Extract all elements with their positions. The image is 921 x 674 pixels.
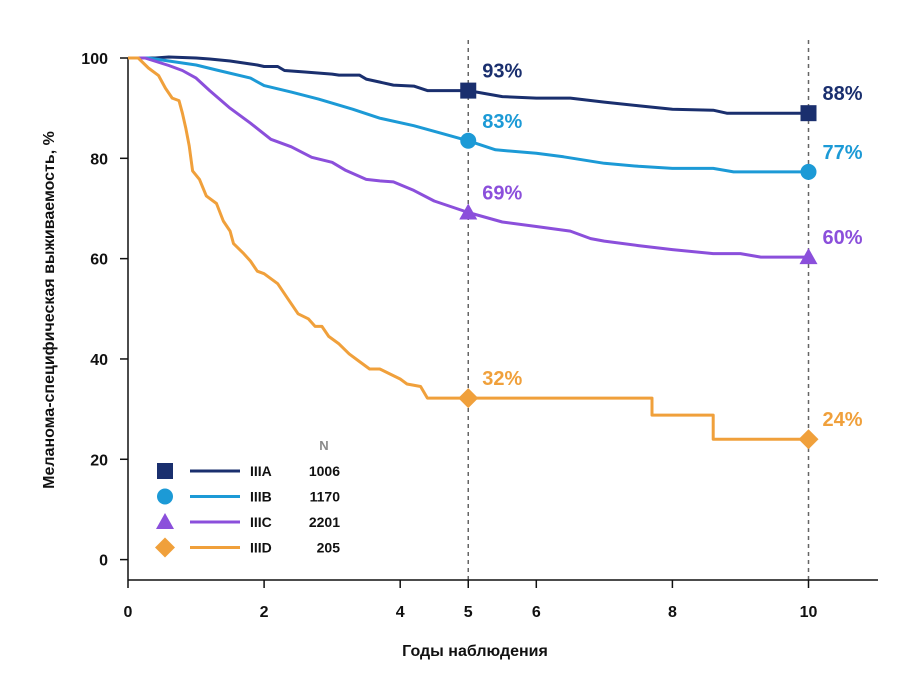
y-tick-label: 100 [81,51,108,68]
x-tick-label: 2 [260,604,269,621]
legend-marker-iiic [156,513,174,529]
marker-iiib-10 [800,163,817,180]
percent-label-iiic-5: 69% [482,182,522,204]
percent-label-iiia-5: 93% [482,61,522,83]
series-line-iiib [128,56,809,174]
x-tick-label: 0 [124,604,133,621]
legend-n-iiic: 2201 [309,514,340,530]
y-tick-label: 20 [90,452,108,469]
percent-label-iiia-10: 88% [823,83,863,105]
percent-label-iiib-5: 83% [482,111,522,133]
marker-iiid-10 [798,429,819,450]
marker-iiia-5 [460,82,477,99]
legend-n-iiid: 205 [317,540,341,556]
legend-n-iiia: 1006 [309,463,340,479]
legend-label-iiia: IIIA [250,463,272,479]
y-axis-title: Меланома-специфическая выживаемость, % [41,131,58,489]
marker-iiid-5 [458,388,479,409]
x-tick-label: 4 [396,604,405,621]
marker-iiib-5 [460,132,477,149]
legend-label-iiib: IIIB [250,489,272,505]
marker-iiic-10 [799,248,818,265]
series-line-iiia [128,55,809,115]
legend-label-iiid: IIID [250,540,272,556]
legend-marker-iiid [155,537,175,558]
legend: N IIIA 1006 IIIB 1170 IIIC 2201 IIID 205 [155,438,340,558]
legend-n-iiib: 1170 [310,489,341,505]
marker-iiic-5 [459,203,478,220]
x-axis-title: Годы наблюдения [402,643,548,660]
legend-marker-iiib [157,488,173,505]
y-tick-label: 80 [90,151,108,168]
marker-iiia-10 [800,105,817,122]
y-tick-label: 0 [99,553,108,570]
y-tick-label: 40 [90,352,108,369]
series-line-iiid [128,56,809,441]
x-tick-label: 8 [668,604,677,621]
percent-label-iiid-5: 32% [482,368,522,390]
legend-header: N [319,438,328,453]
percent-label-iiib-10: 77% [823,142,863,164]
x-tick-label: 5 [464,604,473,621]
x-tick-label: 6 [532,604,541,621]
percent-label-iiic-10: 60% [823,227,863,249]
series-line-iiic [128,56,809,259]
legend-label-iiic: IIIC [250,514,272,530]
y-tick-label: 60 [90,252,108,269]
percent-label-iiid-10: 24% [823,409,863,431]
x-tick-label: 10 [800,604,818,621]
legend-marker-iiia [157,463,173,479]
